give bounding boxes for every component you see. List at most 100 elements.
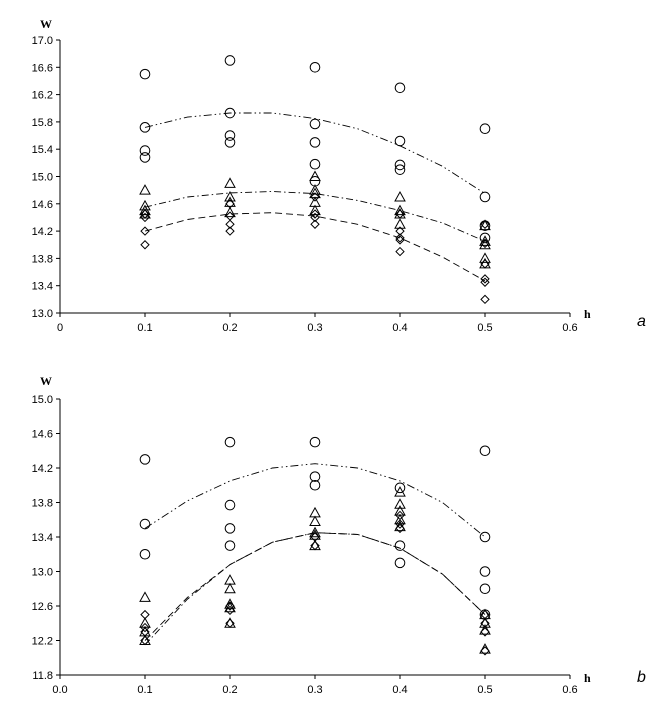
- x-tick-label: 0.1: [137, 322, 152, 334]
- diamond-marker: [480, 294, 490, 305]
- x-tick-label: 0.4: [392, 684, 407, 696]
- circle-marker: [139, 68, 151, 80]
- panel-b: 11.8 12.2 12.6 13.0 13.4 13.8 14.2 14.6 15.0 0.0 0…: [32, 374, 646, 696]
- diamond-marker: [140, 226, 150, 236]
- ticks-a: 13.0 13.4 13.8 14.2 14.6 15.0 15.4 15.8 16.2 16.6…: [32, 35, 578, 334]
- diamond-marker: [395, 226, 405, 236]
- circle-marker: [139, 145, 151, 156]
- diamond-marker: [310, 219, 320, 229]
- circle-marker: [224, 55, 236, 66]
- diamond-marker: [310, 209, 320, 219]
- diamond-marker: [140, 622, 150, 633]
- diamond-marker: [395, 519, 405, 529]
- trend-line-diamonds: [144, 532, 486, 641]
- x-tick-label: 0.1: [137, 684, 152, 696]
- panel-label-a: a: [637, 313, 646, 330]
- diamond-marker: [395, 246, 405, 257]
- y-tick-label: 14.2: [32, 463, 53, 475]
- x-tick-label: 0.5: [477, 322, 492, 334]
- circle-marker: [394, 482, 406, 494]
- circle-marker: [479, 445, 491, 457]
- circle-marker: [309, 118, 321, 130]
- circle-marker: [309, 436, 321, 448]
- x-tick-label: 0.3: [307, 322, 322, 334]
- diamond-marker: [140, 240, 150, 250]
- diamond-marker: [140, 209, 150, 219]
- triangle-marker: [224, 190, 236, 202]
- circle-marker: [139, 122, 151, 133]
- diamond-marker: [480, 646, 490, 656]
- triangle-marker: [224, 598, 236, 609]
- diamond-marker: [395, 209, 405, 219]
- circle-marker: [224, 107, 236, 119]
- ticks-b: 11.8 12.2 12.6 13.0 13.4 13.8 14.2 14.6 15.0 0.0 0…: [32, 394, 578, 696]
- x-tick-label: 0.0: [52, 684, 67, 696]
- panel-a: 13.0 13.4 13.8 14.2 14.6 15.0 15.4 15.8 16.2 16.6…: [32, 17, 646, 334]
- circle-marker: [309, 62, 321, 73]
- y-tick-label: 13.4: [32, 281, 53, 293]
- circle-marker: [224, 130, 236, 141]
- diamond-marker: [395, 523, 405, 534]
- x-axis-label-a: h: [584, 307, 591, 321]
- diamond-marker: [480, 219, 490, 229]
- triangle-marker: [394, 218, 406, 229]
- triangle-marker: [224, 206, 236, 218]
- x-tick-label: 0.6: [562, 684, 577, 696]
- diamond-marker: [140, 212, 150, 223]
- triangle-marker: [394, 204, 406, 216]
- diamond-marker: [140, 635, 150, 646]
- circle-marker: [224, 436, 236, 448]
- markers-b: [139, 436, 491, 656]
- x-tick-label: 0.5: [477, 684, 492, 696]
- y-tick-label: 12.6: [32, 601, 53, 613]
- trend-lines-a: [144, 112, 486, 282]
- circle-marker: [309, 158, 321, 170]
- triangle-marker: [139, 184, 151, 195]
- circle-marker: [224, 137, 236, 148]
- diamond-marker: [395, 233, 405, 243]
- y-axis-label-a: W: [40, 17, 52, 31]
- triangle-marker: [479, 235, 491, 246]
- y-tick-label: 13.4: [32, 532, 53, 544]
- diamond-marker: [395, 235, 405, 245]
- triangle-marker: [394, 486, 406, 497]
- triangle-marker: [309, 529, 321, 540]
- y-tick-label: 13.8: [32, 498, 53, 510]
- x-tick-label: 0.4: [392, 322, 407, 334]
- circle-marker: [479, 191, 491, 203]
- y-tick-label: 15.4: [32, 144, 53, 156]
- circle-marker: [309, 137, 321, 148]
- y-tick-label: 17.0: [32, 35, 53, 47]
- diamond-marker: [225, 219, 235, 229]
- markers-a: [139, 55, 491, 305]
- diamond-marker: [225, 605, 235, 616]
- circle-marker: [479, 123, 491, 135]
- y-tick-label: 14.6: [32, 199, 53, 211]
- circle-marker: [479, 566, 491, 577]
- y-tick-label: 15.0: [32, 172, 53, 184]
- trend-line-triangles: [144, 191, 486, 242]
- triangle-marker: [394, 190, 406, 202]
- x-axis-label-b: h: [584, 671, 591, 685]
- triangle-marker: [309, 526, 321, 538]
- y-tick-label: 15.8: [32, 117, 53, 129]
- triangle-marker: [309, 204, 321, 216]
- triangle-marker: [394, 498, 406, 509]
- circle-marker: [309, 479, 321, 491]
- diamond-marker: [310, 540, 320, 551]
- circle-marker: [224, 540, 236, 551]
- circle-marker: [224, 499, 236, 511]
- diamond-marker: [480, 627, 490, 637]
- diamond-marker: [480, 277, 490, 287]
- circle-marker: [479, 220, 491, 231]
- circle-marker: [394, 557, 406, 569]
- circle-marker: [479, 232, 491, 244]
- circle-marker: [479, 531, 491, 543]
- x-tick-label: 0: [57, 322, 63, 334]
- x-tick-label: 0.2: [222, 684, 237, 696]
- diamond-marker: [140, 609, 150, 620]
- panel-label-b: b: [637, 669, 646, 686]
- circle-marker: [479, 583, 491, 595]
- y-tick-label: 13.0: [32, 308, 53, 320]
